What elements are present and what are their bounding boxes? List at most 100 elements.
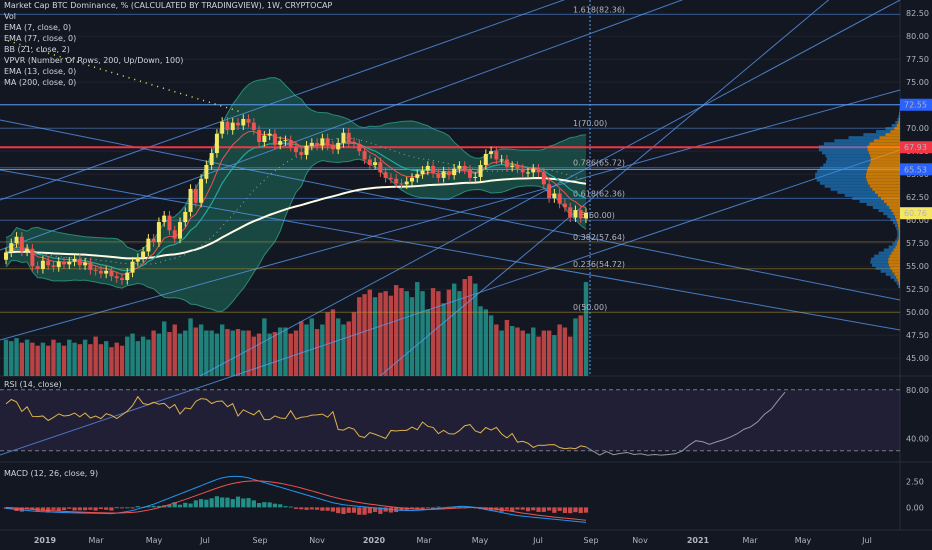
legend-bb[interactable]: BB (21, close, 2) [4,45,70,54]
price-tick-label: 82.50 [906,9,929,18]
volume-bar [30,342,35,376]
macd-histogram-bar [562,507,568,513]
volume-bar [82,339,88,376]
macd-histogram-bar [320,507,325,511]
legend-ema77[interactable]: EMA (77, close, 0) [4,34,77,43]
vpvr-bar-up [863,133,886,137]
vpvr-bar-down [870,154,900,158]
macd-histogram-bar [541,507,546,512]
macd-histogram-bar [56,507,61,512]
vpvr-bar-up [891,124,897,128]
fib-level-label: 1(70.00) [573,119,607,128]
volume-bar [119,345,125,376]
rsi-tick-label: 80.00 [906,386,929,395]
vpvr-bar-down [885,133,900,137]
candle-body [415,174,420,178]
price-tick-label: 55.00 [906,262,929,271]
legend-ma200[interactable]: MA (200, close, 0) [4,78,77,87]
vpvr-bar-down [867,145,900,149]
candle-body [557,193,562,204]
vpvr-bar-up [871,257,889,261]
vpvr-bar-up [878,251,892,255]
macd-histogram-bar [183,502,188,508]
vpvr-bar-down [894,127,900,131]
vpvr-bar-down [888,260,900,264]
vpvr-bar-down [874,190,900,194]
volume-bar [541,330,547,376]
volume-bar [536,336,541,376]
macd-histogram-bar [167,505,172,508]
price-tick-label: 52.50 [906,285,929,294]
vpvr-bar-down [893,248,900,252]
vpvr-bar-up [898,114,900,118]
candle-body [225,121,230,131]
volume-bar [341,324,346,376]
vpvr-bar-down [866,175,900,179]
volume-bar [562,327,568,376]
candle-body [367,159,372,165]
macd-histogram-bar [578,507,583,514]
macd-histogram-bar [9,507,14,510]
candle-body [547,184,552,199]
price-badge [900,141,932,154]
volume-bar [509,326,515,376]
macd-histogram-bar [262,502,267,508]
volume-bar [515,327,520,376]
vpvr-bar-down [898,281,900,285]
macd-histogram-bar [557,507,562,511]
macd-pane-label[interactable]: MACD (12, 26, close, 9) [4,469,99,478]
fib-level-label: 0.786(65.72) [573,159,625,168]
candle-body [341,132,346,143]
legend-ema13[interactable]: EMA (13, close, 0) [4,67,77,76]
vpvr-bar-down [892,269,900,273]
macd-histogram-bar [151,505,156,508]
vpvr-bar-down [880,196,900,200]
legend-vpvr[interactable]: VPVR (Number Of Rows, 200, Up/Down, 100) [4,56,184,65]
time-tick-label: Jul [861,536,872,545]
vpvr-bar-down [869,142,900,146]
macd-histogram-bar [283,506,288,508]
vpvr-bar-down [886,202,900,206]
time-tick-label: Mar [416,536,432,545]
volume-bar [404,291,409,376]
legend-ema7[interactable]: EMA (7, close, 0) [4,23,72,32]
time-tick-label: 2019 [34,536,57,545]
candle-body [35,266,40,269]
legend-vol[interactable]: Vol [4,12,16,21]
vpvr-bar-down [879,136,900,140]
volume-bar [457,291,462,376]
macd-histogram-bar [177,504,183,508]
vpvr-bar-down [866,172,900,176]
candle-body [404,181,409,185]
volume-bar [198,324,204,376]
vpvr-bar-up [883,212,894,216]
candle-body [293,146,299,153]
vpvr-bar-up [898,284,900,288]
vpvr-bar-up [825,160,871,164]
volume-bar [167,332,172,376]
candle-body [467,169,473,178]
fib-level-label: 0.618(62.36) [573,189,625,198]
rsi-pane-label[interactable]: RSI (14, close) [4,380,62,389]
candle-body [135,257,140,262]
vpvr-bar-down [899,114,900,118]
candle-body [251,122,256,131]
candle-body [283,140,288,142]
volume-bar [299,321,304,376]
macd-histogram-bar [3,507,9,509]
volume-bar [267,333,272,376]
vpvr-bar-down [898,120,900,124]
volume-bar [183,330,188,376]
candle-body [515,165,520,169]
time-tick-label: Mar [742,536,758,545]
price-tick-label: 75.00 [906,78,929,87]
candle-body [431,165,436,174]
candle-body [573,210,578,218]
vpvr-bar-up [818,145,868,149]
macd-histogram-bar [88,507,93,510]
candle-body [167,215,172,231]
macd-histogram-bar [272,503,278,508]
volume-bar [61,345,67,376]
vpvr-bar-down [890,266,900,270]
